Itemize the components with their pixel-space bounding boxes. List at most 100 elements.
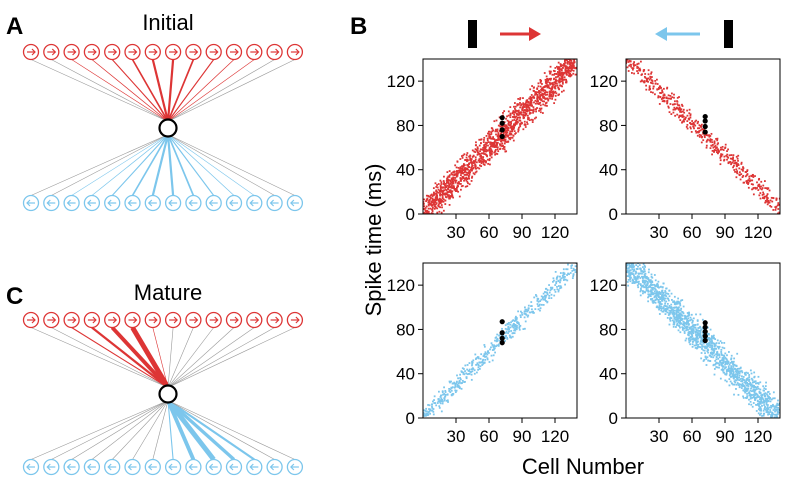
- spike-dot: [456, 383, 459, 386]
- spike-dot: [511, 324, 514, 327]
- spike-dot: [503, 137, 505, 140]
- spike-dot: [635, 281, 638, 284]
- spike-dot: [708, 134, 711, 137]
- spike-dot: [681, 328, 684, 331]
- spike-dot: [540, 295, 543, 298]
- spike-dot: [678, 116, 680, 119]
- spike-dot: [674, 316, 677, 319]
- spike-dot: [542, 95, 545, 98]
- spike-dot: [728, 351, 730, 353]
- spike-dot: [725, 358, 728, 361]
- spike-dot: [503, 146, 505, 149]
- left-arrow-circle-icon: [185, 194, 202, 212]
- spike-dot: [536, 93, 539, 96]
- spike-dot: [558, 93, 560, 96]
- spike-dot: [486, 149, 489, 152]
- spike-dot: [712, 351, 715, 354]
- spike-dot: [724, 147, 726, 149]
- spike-dot: [430, 197, 432, 199]
- left-arrow-circle-icon: [164, 194, 182, 212]
- spike-dot: [766, 393, 768, 396]
- spike-dot: [636, 284, 639, 287]
- spike-dot: [453, 386, 456, 389]
- spike-dot: [759, 409, 761, 412]
- spike-dot: [524, 320, 527, 323]
- spike-dot: [720, 348, 723, 351]
- spike-dot: [650, 275, 653, 278]
- spike-dot: [512, 319, 515, 322]
- spike-dot: [517, 121, 519, 124]
- spike-dot: [699, 343, 702, 345]
- spike-dot: [529, 109, 532, 112]
- spike-dot: [437, 205, 440, 208]
- spike-dot: [443, 193, 446, 196]
- spike-dot: [664, 297, 667, 300]
- right-arrow-circle-icon: [124, 311, 141, 329]
- spike-dot: [493, 345, 496, 348]
- spike-points: [626, 263, 780, 418]
- spike-dot: [767, 201, 770, 204]
- spike-dot: [485, 141, 487, 144]
- spike-dot: [679, 319, 681, 322]
- spike-dot: [676, 113, 679, 116]
- spike-dot: [422, 418, 424, 420]
- spike-dot: [683, 120, 685, 123]
- spike-dot: [477, 159, 480, 162]
- spike-dot: [498, 343, 500, 346]
- spike-dot: [533, 90, 535, 92]
- spike-dot: [435, 196, 438, 198]
- spike-dot: [457, 382, 460, 385]
- spike-dot: [487, 162, 490, 165]
- spike-dot: [679, 119, 682, 122]
- spike-dot: [645, 280, 647, 282]
- spike-dot: [763, 387, 766, 390]
- spike-dot: [640, 74, 643, 76]
- y-tick-label: 0: [609, 205, 618, 224]
- spike-dot: [709, 138, 712, 141]
- spike-dot: [517, 130, 520, 133]
- spike-dot: [720, 351, 723, 353]
- spike-dot: [679, 331, 682, 334]
- spike-dot: [701, 128, 704, 130]
- spike-dot: [548, 78, 551, 81]
- spike-dot: [438, 198, 440, 201]
- spike-dot: [767, 200, 770, 203]
- spike-dot: [569, 272, 572, 274]
- spike-dot: [431, 201, 434, 204]
- spike-dot: [561, 274, 564, 277]
- spike-dot: [753, 390, 756, 393]
- spike-dot: [555, 280, 558, 283]
- spike-dot: [740, 168, 743, 171]
- spike-dot: [719, 377, 722, 380]
- spike-dot: [528, 311, 531, 314]
- spike-dot: [763, 394, 766, 396]
- spike-dot: [522, 110, 525, 112]
- spike-dot: [532, 110, 535, 113]
- spike-dot: [691, 120, 694, 122]
- spike-dot: [451, 386, 454, 389]
- spike-dot: [656, 83, 659, 85]
- spike-dot: [501, 125, 504, 128]
- spike-dot: [630, 266, 633, 269]
- spike-dot: [711, 144, 714, 146]
- spike-dot: [674, 108, 676, 111]
- spike-dot: [551, 73, 554, 76]
- spike-dot: [668, 111, 671, 114]
- spike-dot: [519, 119, 522, 122]
- spike-dot: [764, 395, 767, 397]
- spike-dot: [681, 317, 684, 320]
- right-arrow-circle-icon: [164, 311, 182, 329]
- spike-dot: [647, 295, 650, 298]
- spike-dot: [490, 137, 493, 140]
- spike-dot: [744, 391, 747, 394]
- spike-dot: [753, 384, 755, 387]
- y-tick-label: 120: [387, 276, 415, 295]
- spike-dot: [561, 74, 564, 77]
- synapse-line-bottom: [91, 400, 169, 460]
- spike-dot: [695, 340, 698, 343]
- spike-dot: [423, 415, 426, 417]
- spike-dot: [473, 369, 476, 372]
- spike-dot: [738, 374, 741, 377]
- spike-dot: [629, 272, 631, 274]
- spike-dot: [774, 408, 777, 411]
